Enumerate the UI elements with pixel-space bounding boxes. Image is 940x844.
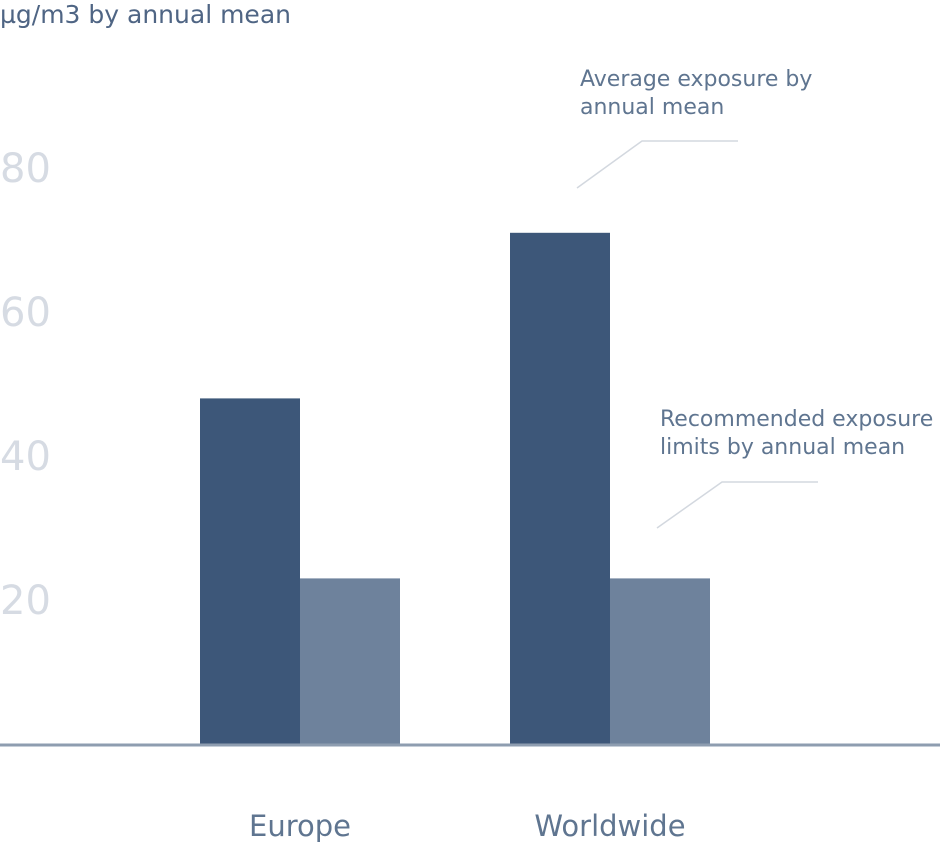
annotation-average-line-2: annual mean: [580, 95, 724, 120]
bar-europe-series-2: [300, 578, 400, 744]
category-label-europe: Europe: [249, 809, 351, 843]
bars: [200, 232, 710, 745]
annotation-recommended-line-2: limits by annual mean: [660, 435, 905, 460]
annotation-recommended-leader: [656, 481, 818, 529]
category-labels: Europe Worldwide: [249, 809, 686, 843]
bar-worldwide-series-1: [510, 232, 610, 745]
category-label-worldwide: Worldwide: [534, 809, 685, 843]
annotation-recommended-limits: Recommended exposure limits by annual me…: [656, 407, 933, 529]
y-tick-80: 80: [0, 146, 51, 192]
y-tick-labels: 20 40 60 80: [0, 146, 51, 624]
bar-worldwide-series-2: [610, 578, 710, 744]
annotation-average-leader: [576, 140, 738, 189]
bar-europe-series-1: [200, 398, 300, 744]
y-tick-40: 40: [0, 434, 51, 480]
y-tick-20: 20: [0, 578, 51, 624]
annotation-average-line-1: Average exposure by: [580, 67, 812, 92]
annotation-average-exposure: Average exposure by annual mean: [576, 67, 812, 189]
y-axis-label: µg/m3 by annual mean: [0, 0, 291, 29]
annotation-recommended-line-1: Recommended exposure: [660, 407, 933, 432]
y-tick-60: 60: [0, 290, 51, 336]
